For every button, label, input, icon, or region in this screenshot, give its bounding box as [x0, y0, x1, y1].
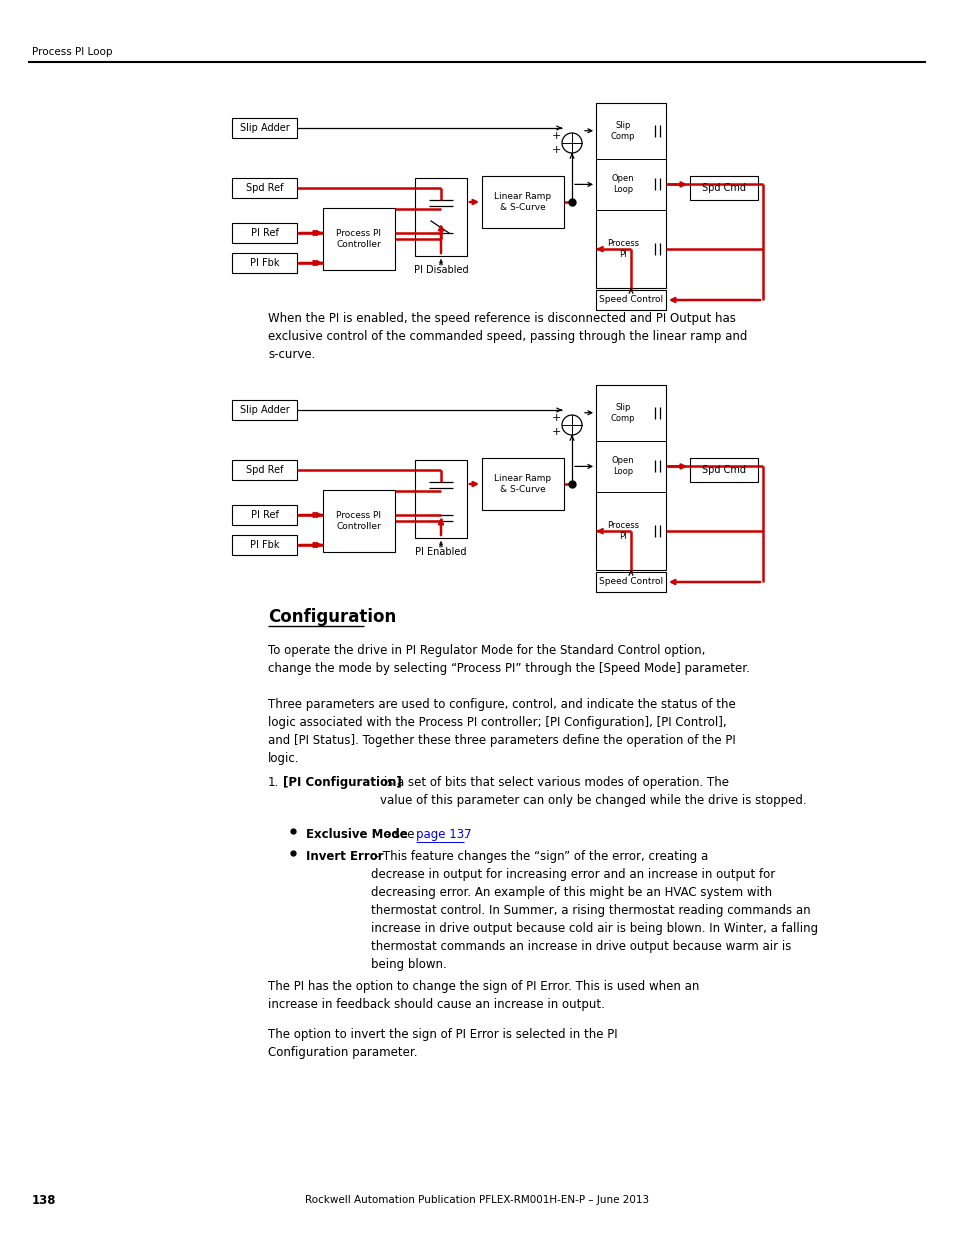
Text: [PI Configuration]: [PI Configuration]	[283, 776, 401, 789]
Text: Slip Adder: Slip Adder	[239, 124, 289, 133]
Text: Process
PI: Process PI	[606, 240, 639, 259]
Bar	[232, 224, 296, 243]
Text: - see: - see	[381, 827, 417, 841]
Bar	[232, 535, 296, 555]
Text: PI Enabled: PI Enabled	[415, 547, 466, 557]
Text: Process
PI: Process PI	[606, 521, 639, 541]
Text: Linear Ramp
& S-Curve: Linear Ramp & S-Curve	[494, 191, 551, 212]
Text: Open
Loop: Open Loop	[611, 174, 634, 194]
Text: When the PI is enabled, the speed reference is disconnected and PI Output has
ex: When the PI is enabled, the speed refere…	[268, 312, 746, 361]
Text: - This feature changes the “sign” of the error, creating a
decrease in output fo: - This feature changes the “sign” of the…	[371, 850, 817, 971]
Text: Exclusive Mode: Exclusive Mode	[306, 827, 407, 841]
Bar	[689, 177, 758, 200]
Bar	[596, 385, 665, 571]
Text: Configuration: Configuration	[268, 608, 395, 626]
Text: Linear Ramp
& S-Curve: Linear Ramp & S-Curve	[494, 473, 551, 494]
Bar	[232, 459, 296, 480]
Text: .: .	[463, 827, 467, 841]
Text: Process PI Loop: Process PI Loop	[32, 47, 112, 57]
Bar	[596, 290, 665, 310]
Bar	[232, 400, 296, 420]
Text: Speed Control: Speed Control	[598, 295, 662, 305]
Bar	[689, 458, 758, 482]
Text: PI Fbk: PI Fbk	[250, 258, 279, 268]
Text: Spd Ref: Spd Ref	[246, 183, 283, 193]
Text: Slip
Comp: Slip Comp	[610, 403, 635, 422]
Text: +: +	[551, 144, 560, 156]
Text: +: +	[551, 131, 560, 141]
Text: Three parameters are used to configure, control, and indicate the status of the
: Three parameters are used to configure, …	[268, 698, 735, 764]
Text: To operate the drive in PI Regulator Mode for the Standard Control option,
chang: To operate the drive in PI Regulator Mod…	[268, 643, 749, 676]
Text: PI Fbk: PI Fbk	[250, 540, 279, 550]
Bar	[323, 490, 395, 552]
Text: Spd Cmd: Spd Cmd	[701, 466, 745, 475]
Text: Invert Error: Invert Error	[306, 850, 383, 863]
Text: Process PI
Controller: Process PI Controller	[336, 228, 381, 249]
Text: Spd Cmd: Spd Cmd	[701, 183, 745, 193]
Bar	[596, 103, 665, 288]
Text: is a set of bits that select various modes of operation. The
value of this param: is a set of bits that select various mod…	[380, 776, 806, 806]
Text: Speed Control: Speed Control	[598, 578, 662, 587]
Text: PI Ref: PI Ref	[251, 510, 278, 520]
Text: 138: 138	[32, 1193, 56, 1207]
Bar	[481, 458, 563, 510]
Text: PI Ref: PI Ref	[251, 228, 278, 238]
Text: Rockwell Automation Publication PFLEX-RM001H-EN-P – June 2013: Rockwell Automation Publication PFLEX-RM…	[305, 1195, 648, 1205]
Text: +: +	[551, 412, 560, 424]
Text: Slip
Comp: Slip Comp	[610, 121, 635, 141]
Text: Spd Ref: Spd Ref	[246, 466, 283, 475]
Bar	[232, 178, 296, 198]
Bar	[596, 572, 665, 592]
Bar	[481, 177, 563, 228]
Text: Open
Loop: Open Loop	[611, 457, 634, 477]
Bar	[232, 253, 296, 273]
Text: The option to invert the sign of PI Error is selected in the PI
Configuration pa: The option to invert the sign of PI Erro…	[268, 1028, 617, 1058]
Text: 1.: 1.	[268, 776, 279, 789]
Text: PI Disabled: PI Disabled	[414, 266, 468, 275]
Bar	[415, 178, 467, 256]
Text: page 137: page 137	[416, 827, 471, 841]
Text: The PI has the option to change the sign of PI Error. This is used when an
incre: The PI has the option to change the sign…	[268, 981, 699, 1011]
Text: Slip Adder: Slip Adder	[239, 405, 289, 415]
Text: +: +	[551, 427, 560, 437]
Bar	[415, 459, 467, 538]
Bar	[232, 505, 296, 525]
Bar	[323, 207, 395, 270]
Text: Process PI
Controller: Process PI Controller	[336, 510, 381, 531]
Bar	[232, 119, 296, 138]
